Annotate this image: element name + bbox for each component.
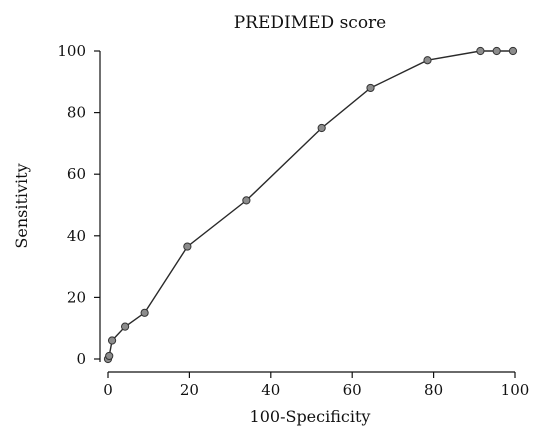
x-axis-title: 100-Specificity bbox=[250, 407, 371, 426]
x-tick-label: 100 bbox=[501, 381, 530, 399]
roc-point bbox=[492, 46, 501, 56]
y-ticks: 0 20 40 60 80 100 bbox=[57, 42, 100, 368]
x-tick-label: 40 bbox=[261, 381, 280, 399]
x-tick-label: 60 bbox=[343, 381, 362, 399]
roc-point bbox=[242, 196, 251, 205]
y-tick-label: 40 bbox=[67, 227, 86, 245]
y-tick-label: 100 bbox=[57, 42, 86, 60]
x-tick-label: 0 bbox=[103, 381, 113, 399]
roc-point bbox=[476, 46, 485, 56]
roc-point bbox=[183, 242, 192, 251]
roc-point bbox=[120, 322, 130, 331]
y-axis: 0 20 40 60 80 100 bbox=[57, 42, 101, 368]
x-axis: 0 20 40 60 80 100 bbox=[103, 371, 529, 399]
chart-title: PREDIMED score bbox=[234, 13, 387, 33]
x-ticks: 0 20 40 60 80 100 bbox=[103, 372, 529, 399]
roc-point bbox=[423, 56, 432, 65]
y-tick-label: 60 bbox=[67, 165, 86, 183]
x-tick-label: 20 bbox=[180, 381, 199, 399]
y-tick-label: 0 bbox=[76, 350, 86, 368]
y-tick-label: 80 bbox=[67, 104, 86, 122]
roc-point bbox=[508, 46, 518, 56]
roc-point bbox=[105, 351, 114, 361]
roc-point bbox=[317, 123, 326, 133]
y-axis-title: Sensitivity bbox=[12, 163, 31, 248]
roc-point bbox=[140, 308, 149, 317]
series-layer bbox=[103, 46, 518, 364]
y-tick-label: 20 bbox=[67, 288, 86, 306]
roc-point bbox=[366, 83, 375, 93]
roc-point bbox=[107, 336, 117, 345]
x-tick-label: 80 bbox=[424, 381, 443, 399]
roc-curve-line bbox=[107, 50, 513, 360]
